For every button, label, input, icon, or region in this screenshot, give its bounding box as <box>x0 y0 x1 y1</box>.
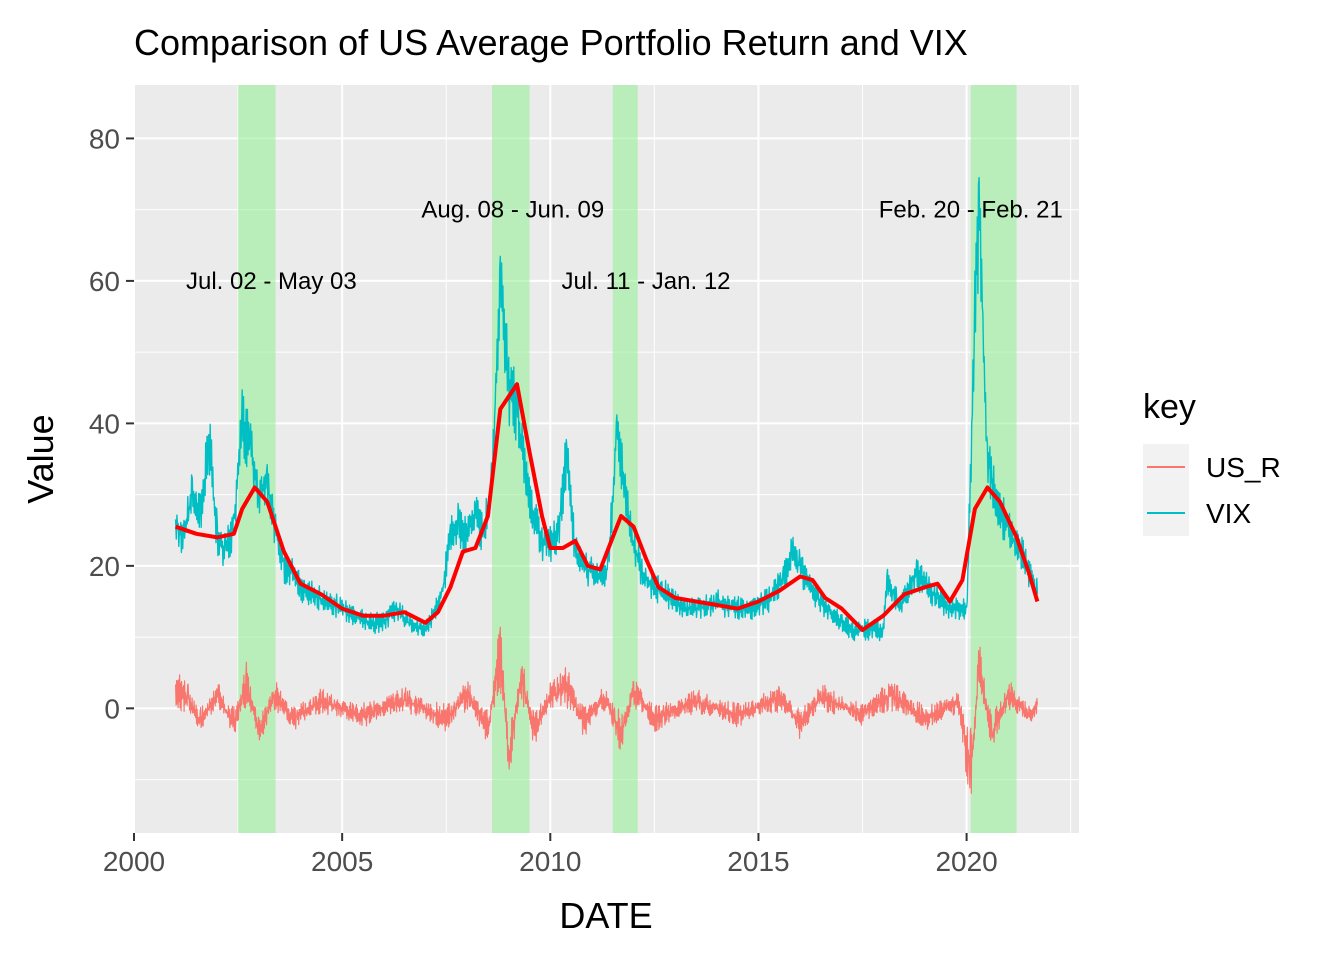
y-axis-title: Value <box>20 414 61 503</box>
period-label: Jul. 02 - May 03 <box>186 268 357 295</box>
legend-label-us-r: US_R <box>1206 452 1281 483</box>
shaded-period <box>612 85 638 833</box>
y-tick-label: 0 <box>104 693 120 724</box>
series-layer <box>174 176 1040 794</box>
x-axis-title: DATE <box>559 895 652 936</box>
legend: key US_R VIX <box>1143 388 1281 536</box>
x-tick-label: 2000 <box>103 846 165 877</box>
legend-label-vix: VIX <box>1206 498 1251 529</box>
y-tick-label: 80 <box>89 123 120 154</box>
y-tick-label: 20 <box>89 551 120 582</box>
series-line-vix <box>174 176 1039 642</box>
x-tick-label: 2010 <box>519 846 581 877</box>
series-line-2 <box>174 382 1040 632</box>
x-tick-label: 2005 <box>311 846 373 877</box>
legend-item-vix: VIX <box>1143 490 1251 536</box>
y-axis: 0 20 40 60 80 <box>89 123 134 724</box>
y-tick-label: 60 <box>89 266 120 297</box>
period-label: Feb. 20 - Feb. 21 <box>879 197 1063 224</box>
y-tick-label: 40 <box>89 408 120 439</box>
legend-title: key <box>1143 388 1196 426</box>
legend-item-us-r: US_R <box>1143 444 1281 490</box>
period-annotations: Jul. 02 - May 03 Aug. 08 - Jun. 09 Jul. 11… <box>186 197 1063 295</box>
x-tick-label: 2020 <box>935 846 997 877</box>
series-line-us-r <box>175 626 1038 794</box>
period-label: Aug. 08 - Jun. 09 <box>421 197 604 224</box>
x-tick-label: 2015 <box>727 846 789 877</box>
shaded-periods <box>238 85 1017 833</box>
chart-title: Comparison of US Average Portfolio Retur… <box>134 22 968 63</box>
grid-minor <box>134 85 1079 833</box>
period-label: Jul. 11 - Jan. 12 <box>562 268 731 295</box>
x-axis: 2000 2005 2010 2015 2020 <box>103 833 998 877</box>
